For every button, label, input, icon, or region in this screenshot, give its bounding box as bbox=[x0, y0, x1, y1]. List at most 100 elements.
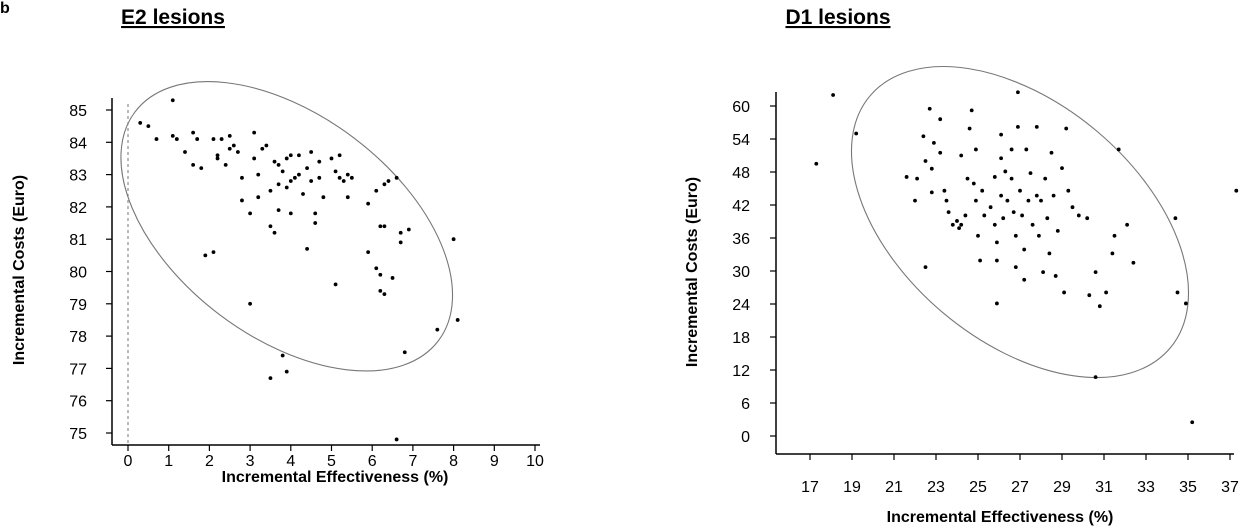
data-point bbox=[999, 132, 1003, 137]
data-point bbox=[1070, 205, 1075, 210]
x-axis-ticks: 17 19 21 23 25 27 29 31 33 35 37 bbox=[801, 454, 1239, 496]
data-point bbox=[146, 124, 151, 129]
data-point bbox=[333, 169, 338, 174]
data-point bbox=[154, 137, 159, 141]
y-axis-label: Incremental Costs (Euro) bbox=[11, 175, 28, 365]
data-point bbox=[1013, 265, 1018, 270]
data-point bbox=[227, 146, 232, 151]
d1-lesions-chart: D1 lesions Incremental Costs (Euro) Incr… bbox=[684, 6, 1239, 526]
data-point bbox=[398, 230, 403, 235]
data-point bbox=[1037, 233, 1041, 238]
panel-marker: b bbox=[0, 0, 10, 17]
data-point bbox=[1045, 216, 1050, 221]
data-point bbox=[1005, 198, 1010, 203]
y-tick-label: 75 bbox=[69, 426, 87, 443]
data-point bbox=[394, 437, 399, 442]
data-point bbox=[345, 195, 350, 200]
data-point bbox=[195, 137, 200, 141]
x-tick-label: 37 bbox=[1221, 479, 1239, 496]
data-point bbox=[284, 185, 289, 190]
data-point bbox=[170, 133, 175, 138]
data-point bbox=[215, 156, 220, 161]
data-point bbox=[1131, 260, 1136, 265]
data-point bbox=[965, 176, 970, 181]
data-point bbox=[288, 153, 293, 158]
data-point bbox=[398, 240, 403, 245]
data-point bbox=[451, 237, 456, 242]
data-point bbox=[268, 224, 273, 229]
data-point bbox=[1085, 216, 1090, 221]
data-point bbox=[215, 153, 220, 158]
data-point bbox=[1011, 210, 1016, 215]
data-point bbox=[329, 156, 334, 161]
x-tick-label: 9 bbox=[490, 453, 499, 470]
data-point bbox=[402, 350, 407, 355]
data-point bbox=[1087, 293, 1092, 298]
data-point bbox=[231, 143, 236, 148]
data-point bbox=[227, 133, 232, 138]
data-point bbox=[932, 140, 936, 145]
data-point bbox=[280, 169, 285, 174]
x-tick-label: 27 bbox=[1011, 479, 1029, 496]
chart-title: D1 lesions bbox=[785, 6, 890, 29]
data-point bbox=[1016, 125, 1020, 129]
data-point bbox=[995, 301, 999, 306]
data-point bbox=[191, 163, 196, 167]
y-tick-label: 77 bbox=[69, 361, 87, 378]
data-point bbox=[382, 182, 387, 187]
x-tick-label: 29 bbox=[1053, 479, 1071, 496]
x-axis-label: Incremental Effectiveness (%) bbox=[222, 469, 449, 486]
y-tick-label: 36 bbox=[732, 231, 750, 248]
y-axis-ticks: 0 6 12 18 24 30 36 42 48 54 60 bbox=[732, 99, 776, 446]
data-point bbox=[915, 176, 919, 181]
y-tick-label: 60 bbox=[732, 99, 750, 116]
data-point bbox=[1190, 420, 1195, 425]
data-point bbox=[1024, 147, 1029, 152]
data-point bbox=[854, 131, 859, 136]
data-point bbox=[1112, 233, 1117, 238]
data-point bbox=[959, 222, 964, 227]
data-point bbox=[378, 272, 383, 277]
y-tick-label: 24 bbox=[732, 297, 750, 314]
x-tick-label: 23 bbox=[927, 479, 945, 496]
y-tick-label: 18 bbox=[732, 330, 750, 347]
data-point bbox=[1234, 188, 1239, 193]
data-point bbox=[1047, 251, 1052, 256]
data-point bbox=[1173, 216, 1178, 221]
data-point bbox=[1184, 301, 1188, 306]
data-point bbox=[950, 222, 955, 227]
data-point bbox=[337, 153, 342, 158]
chart-title: E2 lesions bbox=[121, 6, 225, 29]
data-point bbox=[938, 150, 943, 155]
y-tick-label: 48 bbox=[732, 165, 750, 182]
e2-lesions-chart: E2 lesions Incremental Costs (Euro) Incr… bbox=[11, 6, 544, 486]
data-point bbox=[366, 201, 371, 206]
data-point bbox=[1051, 193, 1056, 198]
data-point bbox=[1175, 290, 1180, 295]
x-tick-label: 4 bbox=[286, 453, 295, 470]
data-point bbox=[1022, 247, 1027, 252]
data-point bbox=[1093, 270, 1098, 274]
data-point bbox=[345, 172, 350, 177]
data-point bbox=[1066, 188, 1071, 193]
data-point bbox=[978, 258, 982, 263]
data-point bbox=[1018, 188, 1022, 193]
x-tick-label: 19 bbox=[843, 479, 861, 496]
data-point bbox=[1053, 274, 1058, 278]
data-point bbox=[297, 172, 301, 177]
y-tick-label: 84 bbox=[69, 135, 87, 152]
data-point bbox=[256, 172, 261, 177]
data-point bbox=[272, 159, 277, 164]
y-tick-label: 83 bbox=[69, 168, 87, 185]
data-point bbox=[1001, 216, 1006, 221]
data-point bbox=[382, 292, 387, 297]
data-point bbox=[1110, 251, 1115, 256]
x-tick-label: 3 bbox=[246, 453, 255, 470]
data-point bbox=[406, 227, 411, 232]
data-point bbox=[264, 143, 269, 148]
data-point bbox=[1009, 147, 1014, 152]
data-point bbox=[349, 175, 354, 180]
x-tick-label: 1 bbox=[164, 453, 173, 470]
data-point bbox=[305, 246, 309, 251]
x-tick-label: 2 bbox=[205, 453, 214, 470]
